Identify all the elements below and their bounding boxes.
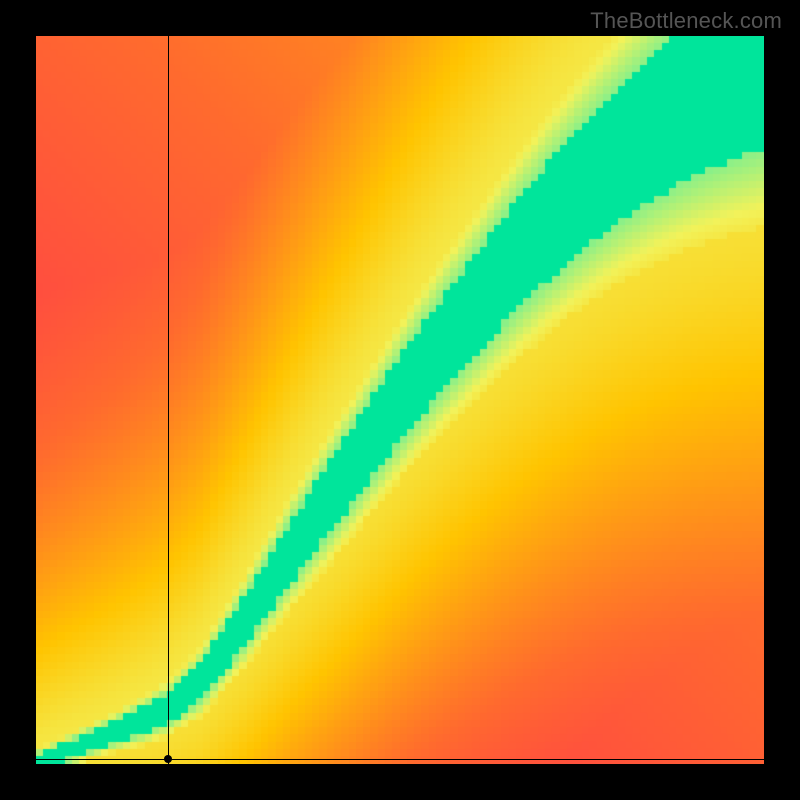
- heatmap-plot: [36, 36, 764, 764]
- chart-container: { "watermark": { "text": "TheBottleneck.…: [0, 0, 800, 800]
- watermark-text: TheBottleneck.com: [590, 8, 782, 34]
- crosshair-vertical: [168, 36, 169, 764]
- heatmap-canvas: [36, 36, 764, 764]
- crosshair-dot: [164, 755, 172, 763]
- crosshair-horizontal: [36, 759, 764, 760]
